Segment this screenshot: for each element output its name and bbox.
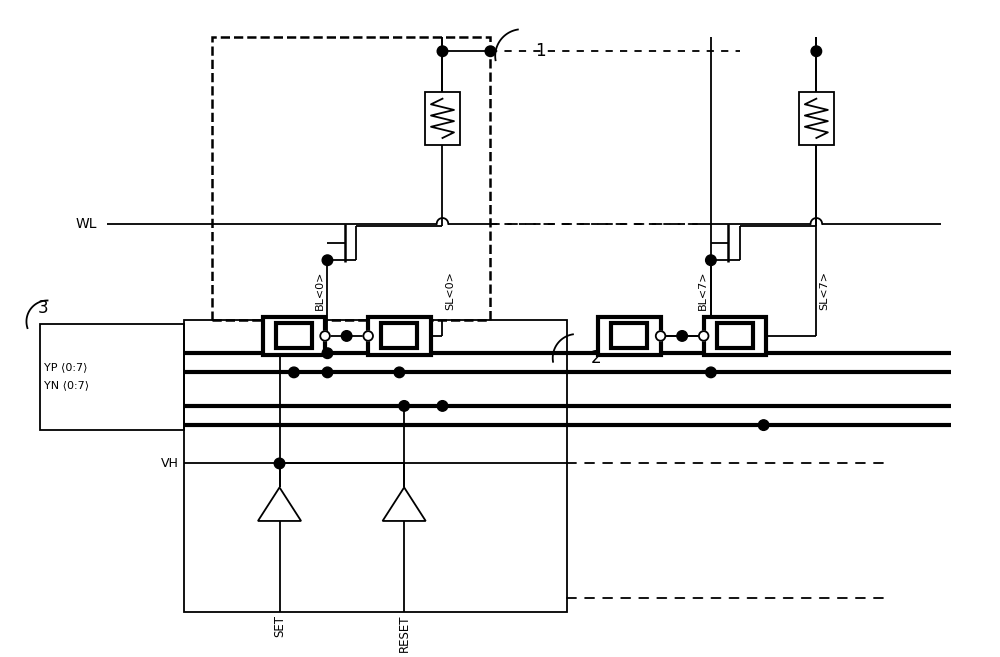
Circle shape <box>399 401 409 411</box>
Bar <box>276 323 312 348</box>
Bar <box>40 325 184 430</box>
Text: YP ⟨0:7⟩: YP ⟨0:7⟩ <box>44 363 87 373</box>
Text: 3: 3 <box>38 299 49 317</box>
Circle shape <box>274 458 285 468</box>
Text: SL<7>: SL<7> <box>819 271 829 310</box>
Circle shape <box>322 348 333 359</box>
Text: BL<7>: BL<7> <box>698 270 708 309</box>
Circle shape <box>758 420 769 430</box>
Circle shape <box>485 46 496 57</box>
Circle shape <box>437 46 448 57</box>
Bar <box>704 317 766 355</box>
Text: 2: 2 <box>591 349 602 367</box>
Polygon shape <box>258 487 301 521</box>
Bar <box>368 317 431 355</box>
Circle shape <box>320 331 330 341</box>
Text: SET: SET <box>273 615 286 637</box>
Circle shape <box>677 330 687 341</box>
Bar <box>212 37 490 320</box>
Text: SL<0>: SL<0> <box>445 271 455 310</box>
Circle shape <box>363 331 373 341</box>
Text: 1: 1 <box>535 42 546 60</box>
Circle shape <box>437 401 448 411</box>
Circle shape <box>322 255 333 265</box>
Circle shape <box>322 367 333 378</box>
Circle shape <box>656 331 665 341</box>
Circle shape <box>341 330 352 341</box>
Bar <box>263 317 325 355</box>
Bar <box>381 323 417 348</box>
Text: BL<0>: BL<0> <box>315 270 325 309</box>
Circle shape <box>289 367 299 378</box>
Circle shape <box>394 367 405 378</box>
Bar <box>717 323 753 348</box>
Bar <box>611 323 647 348</box>
Text: YN ⟨0:7⟩: YN ⟨0:7⟩ <box>44 380 89 390</box>
Bar <box>598 317 661 355</box>
Circle shape <box>699 331 708 341</box>
Text: RESET: RESET <box>398 615 411 652</box>
Text: VH: VH <box>161 457 179 470</box>
Circle shape <box>706 255 716 265</box>
Bar <box>184 320 567 612</box>
Bar <box>425 92 460 145</box>
Circle shape <box>811 46 822 57</box>
Text: WL: WL <box>76 217 97 231</box>
Polygon shape <box>383 487 426 521</box>
Circle shape <box>706 367 716 378</box>
Bar <box>799 92 834 145</box>
